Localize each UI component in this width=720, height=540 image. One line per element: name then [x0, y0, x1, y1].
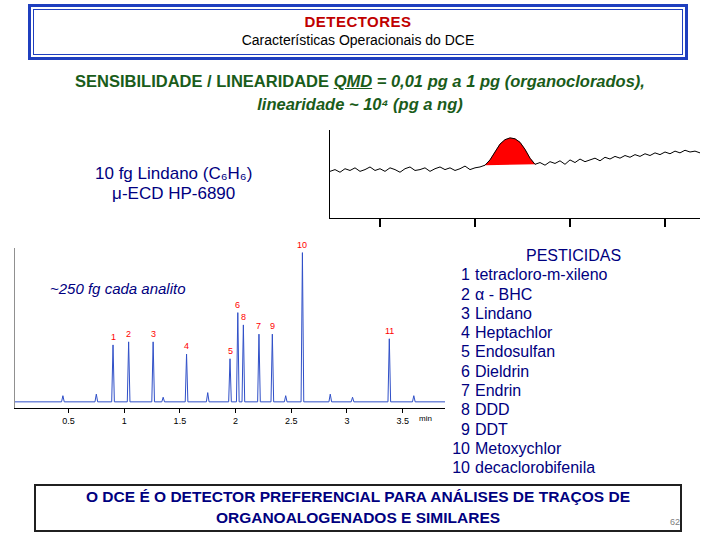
svg-text:3: 3: [151, 329, 156, 339]
html-text:2 α - BHC: 2 α - BHC: [461, 285, 533, 303]
svg-text:9: 9: [270, 321, 275, 331]
html-text:ORGANOALOGENADOS E SIMILARES: ORGANOALOGENADOS E SIMILARES: [215, 509, 501, 526]
html-text:SENSIBILIDADE / LINEARIDADE QM: SENSIBILIDADE / LINEARIDADE QMD = 0,01 p…: [75, 72, 645, 90]
html-text:5 Endosulfan: 5 Endosulfan: [461, 343, 556, 361]
html-text:10 decaclorobifenila: 10 decaclorobifenila: [452, 459, 596, 477]
svg-text:min: min: [419, 414, 432, 423]
svg-text:8: 8: [241, 312, 246, 322]
html-text:9 DDT: 9 DDT: [461, 420, 508, 438]
html-text:10 Metoxychlor: 10 Metoxychlor: [452, 440, 562, 457]
html-text:3 Lindano: 3 Lindano: [461, 304, 532, 322]
html-text:4 Heptachlor: 4 Heptachlor: [461, 324, 553, 342]
html-text:PESTICIDAS: PESTICIDAS: [526, 247, 622, 264]
svg-text:5: 5: [228, 346, 233, 356]
svg-text:4: 4: [184, 341, 189, 351]
html-text:1 tetracloro-m-xileno: 1 tetracloro-m-xileno: [461, 266, 608, 284]
html-text:linearidade ~ 10⁴ (pg a ng): linearidade ~ 10⁴ (pg a ng): [257, 95, 463, 113]
html-text:62: 62: [670, 517, 680, 527]
html-text:10 fg Lindano (C₆H₆): 10 fg Lindano (C₆H₆): [95, 164, 253, 183]
svg-text:0.5: 0.5: [62, 416, 75, 426]
html-text:7 Endrin: 7 Endrin: [461, 382, 522, 400]
html-text:O DCE É O DETECTOR PREFERENCIA: O DCE É O DETECTOR PREFERENCIAL PARA ANÁ…: [86, 488, 630, 505]
svg-text:1: 1: [111, 332, 116, 342]
html-text:8 DDD: 8 DDD: [461, 401, 510, 419]
html-text:6 Dieldrin: 6 Dieldrin: [461, 362, 530, 380]
svg-text:1.5: 1.5: [174, 416, 187, 426]
svg-text:1: 1: [122, 416, 127, 426]
html-text:μ-ECD HP-6890: μ-ECD HP-6890: [112, 184, 236, 203]
svg-text:3.5: 3.5: [396, 416, 409, 426]
svg-text:11: 11: [385, 326, 394, 336]
svg-text:2: 2: [233, 416, 238, 426]
html-text:Características Operacionais d: Características Operacionais do DCE: [241, 32, 475, 48]
svg-text:2.5: 2.5: [285, 416, 298, 426]
html-text:DETECTORES: DETECTORES: [304, 13, 412, 30]
svg-text:7: 7: [256, 321, 261, 331]
html-text:~250 fg cada analito: ~250 fg cada analito: [50, 280, 186, 297]
svg-text:6: 6: [235, 300, 240, 310]
svg-text:3: 3: [344, 416, 349, 426]
svg-text:10: 10: [297, 240, 307, 250]
svg-text:2: 2: [126, 329, 131, 339]
